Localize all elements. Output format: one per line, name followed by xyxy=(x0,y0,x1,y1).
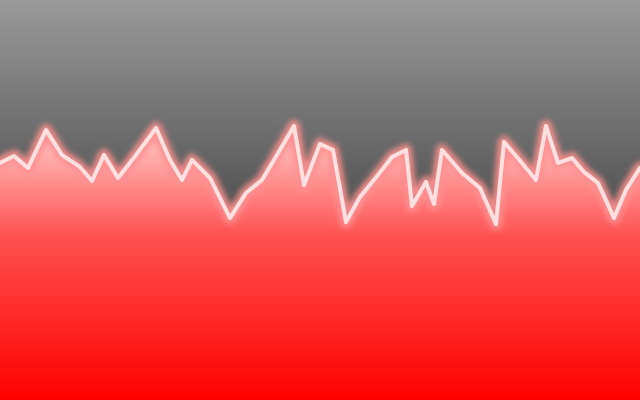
ridge-core-line xyxy=(0,124,640,226)
